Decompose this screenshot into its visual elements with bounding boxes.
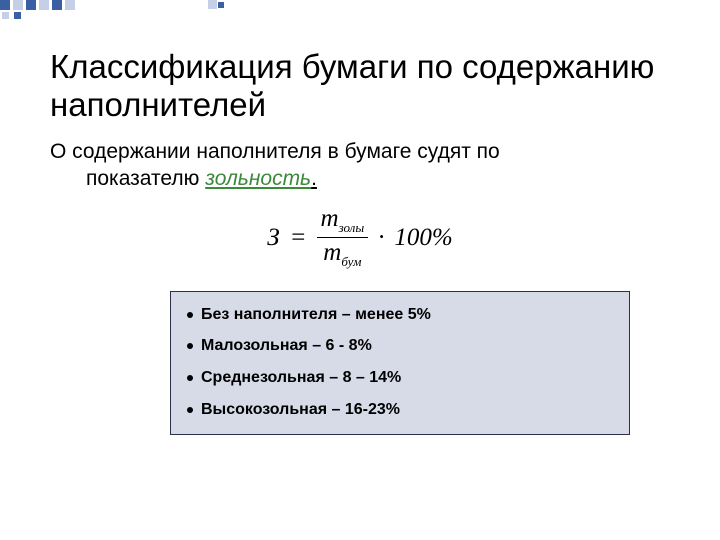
decor-square xyxy=(26,0,36,10)
classification-item: Высокозольная – 16-23% xyxy=(187,401,613,419)
formula-rhs: 100% xyxy=(394,224,452,252)
decor-square xyxy=(52,0,62,10)
formula-lhs: З xyxy=(267,224,279,252)
decor-square xyxy=(13,0,23,10)
classification-box: Без наполнителя – менее 5% Малозольная – … xyxy=(170,291,630,435)
decor-square xyxy=(14,12,21,19)
num-sub: золы xyxy=(339,220,365,235)
formula-denominator: mбум xyxy=(319,240,365,269)
slide-title: Классификация бумаги по содержанию напол… xyxy=(50,48,670,124)
body-line2-prefix: показателю xyxy=(86,167,205,190)
body-text: О содержании наполнителя в бумаге судят … xyxy=(50,138,670,193)
corner-decoration xyxy=(0,0,230,22)
formula-fraction: mзолы mбум xyxy=(317,206,369,268)
body-line2-suffix: . xyxy=(311,167,317,190)
den-sub: бум xyxy=(341,254,361,269)
term-zolnost: зольность xyxy=(205,167,311,190)
formula-numerator: mзолы xyxy=(317,206,369,235)
decor-square xyxy=(39,0,49,10)
decor-square xyxy=(65,0,75,10)
body-line1: О содержании наполнителя в бумаге судят … xyxy=(50,140,500,163)
decor-square xyxy=(2,12,9,19)
decor-square xyxy=(0,0,10,10)
classification-item: Малозольная – 6 - 8% xyxy=(187,337,613,355)
formula-eq: = xyxy=(290,224,307,252)
formula: З = mзолы mбум · 100% xyxy=(50,206,670,268)
classification-item: Среднезольная – 8 – 14% xyxy=(187,369,613,387)
num-sym: m xyxy=(321,205,339,232)
den-sym: m xyxy=(323,239,341,266)
fraction-bar xyxy=(317,237,369,238)
decor-square xyxy=(218,2,224,8)
formula-mult: · xyxy=(378,224,384,252)
classification-list: Без наполнителя – менее 5% Малозольная – … xyxy=(187,306,613,418)
slide-content: Классификация бумаги по содержанию напол… xyxy=(0,0,720,465)
decor-square xyxy=(208,0,217,9)
classification-item: Без наполнителя – менее 5% xyxy=(187,306,613,324)
